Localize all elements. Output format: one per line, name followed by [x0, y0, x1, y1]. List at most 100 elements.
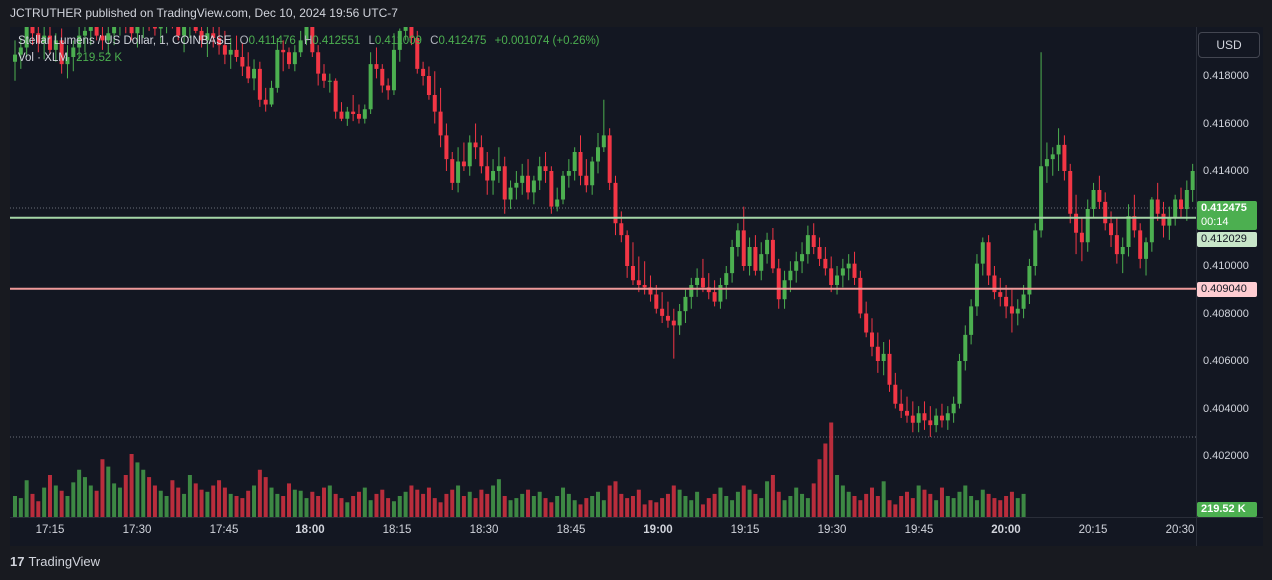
price-chart[interactable]: [10, 27, 1196, 517]
candle-body: [485, 166, 490, 181]
price-axis[interactable]: [1196, 27, 1263, 517]
candle-body: [1190, 171, 1195, 190]
time-axis[interactable]: [10, 517, 1196, 546]
candle-body: [1173, 199, 1178, 219]
candle-body: [88, 27, 93, 31]
candle-body: [805, 235, 810, 255]
candle-body: [432, 95, 437, 112]
legend-c-label: C: [430, 35, 439, 47]
volume-bar: [963, 485, 968, 517]
time-label: 20:15: [1078, 524, 1108, 536]
candle-body: [391, 49, 396, 91]
volume-bar: [345, 502, 350, 517]
candle-body: [520, 175, 525, 183]
resistance-line-badge: 0.409040: [1197, 282, 1257, 297]
volume-bar: [514, 498, 519, 517]
countdown-badge: 00:14: [1197, 215, 1257, 230]
volume-bar: [508, 500, 513, 517]
legend-low: 0.411009: [374, 35, 422, 47]
volume-bar: [660, 498, 665, 517]
volume-bar: [700, 504, 705, 517]
candle-body: [1074, 213, 1079, 233]
volume-bar: [88, 485, 93, 517]
candle-body: [158, 27, 163, 29]
volume-bar: [770, 475, 775, 517]
volume-bar: [537, 491, 542, 517]
candle-body: [800, 254, 805, 262]
candle-body: [607, 135, 612, 183]
candle-body: [199, 30, 204, 41]
volume-bar: [246, 490, 251, 517]
volume-bar: [380, 489, 385, 517]
volume-bar: [747, 489, 752, 517]
candle-body: [246, 66, 251, 79]
candle-body: [287, 52, 292, 65]
candle-body: [864, 313, 869, 333]
volume-bar: [753, 493, 758, 517]
time-label: 18:30: [469, 524, 499, 536]
volume-legend: Vol · XLM 219.52 K: [18, 52, 122, 64]
volume-bar: [222, 487, 227, 517]
time-label: 17:45: [209, 524, 239, 536]
volume-bar: [71, 482, 76, 517]
volume-bar: [875, 496, 880, 517]
volume-bar: [152, 485, 157, 517]
candle-body: [1120, 247, 1125, 255]
volume-bar: [24, 480, 29, 517]
candle-body: [461, 161, 466, 167]
volume-bar: [397, 496, 402, 517]
volume-bar: [852, 496, 857, 517]
candle-body: [963, 334, 968, 361]
currency-button[interactable]: USD: [1198, 32, 1260, 58]
volume-bar: [409, 485, 414, 517]
volume-bar: [724, 496, 729, 517]
volume-bar: [759, 498, 764, 517]
candle-body: [275, 49, 280, 88]
candle-body: [362, 109, 367, 119]
candle-body: [887, 353, 892, 385]
price-label: 0.402000: [1203, 450, 1249, 462]
legend-o-label: O: [239, 35, 249, 47]
candle-body: [566, 171, 571, 176]
candle-body: [316, 52, 321, 74]
volume-bar: [584, 498, 589, 517]
volume-bar: [94, 490, 99, 517]
candle-body: [572, 152, 577, 171]
volume-bar: [461, 496, 466, 517]
candle-body: [829, 268, 834, 285]
volume-bar: [648, 500, 653, 517]
volume-bar: [566, 493, 571, 517]
candle-body: [182, 27, 187, 36]
candle-body: [310, 27, 315, 53]
volume-bar: [257, 469, 262, 517]
candle-body: [18, 47, 23, 55]
tradingview-brand[interactable]: 17 TradingView: [10, 554, 100, 569]
volume-bar: [718, 487, 723, 517]
volume-bar: [1015, 498, 1020, 517]
candle-body: [776, 268, 781, 300]
time-label: 20:00: [991, 524, 1021, 536]
candle-body: [904, 410, 909, 416]
candle-body: [1179, 199, 1183, 209]
candle-body: [759, 254, 764, 271]
candle-body: [531, 180, 536, 193]
legend-symbol: Stellar Lumens / US Dollar, 1, COINBASE: [18, 35, 232, 47]
volume-bar: [123, 475, 128, 517]
candle-body: [94, 27, 99, 36]
volume-bar: [13, 496, 17, 517]
candle-body: [77, 35, 82, 48]
volume-bar: [129, 454, 134, 517]
chart-pane[interactable]: [10, 27, 1196, 517]
volume-bar: [951, 498, 956, 517]
volume-bar: [135, 462, 140, 517]
candle-body: [1155, 199, 1160, 214]
candle-body: [945, 413, 950, 421]
volume-bar: [531, 496, 536, 517]
volume-bar: [176, 487, 181, 517]
volume-bar: [467, 491, 472, 517]
candle-body: [240, 57, 245, 67]
candle-body: [356, 114, 361, 119]
candle-body: [1015, 308, 1020, 314]
candle-body: [910, 415, 915, 423]
candle-body: [753, 247, 758, 271]
